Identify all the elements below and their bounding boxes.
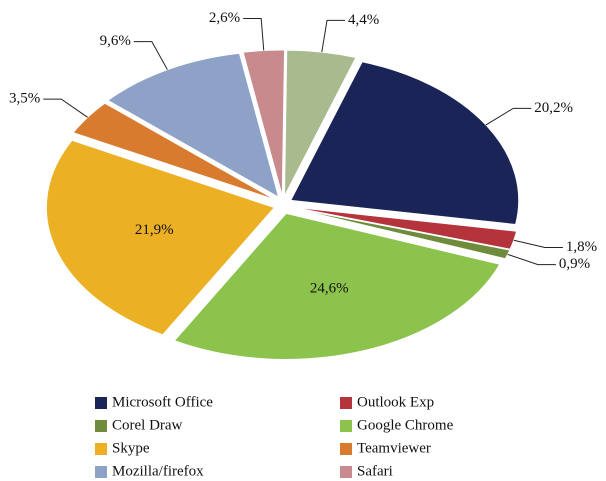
- legend-swatch: [340, 443, 352, 455]
- data-label: 4,4%: [348, 12, 379, 28]
- leader-line: [507, 253, 556, 266]
- legend-label: Google Chrome: [357, 417, 454, 433]
- legend-swatch: [340, 420, 352, 432]
- pie-slice: [45, 139, 276, 336]
- pie-slice: [173, 212, 501, 360]
- legend-swatch: [340, 466, 352, 478]
- leader-line: [133, 41, 168, 70]
- data-label: 24,6%: [310, 280, 349, 296]
- legend-label: Skype: [112, 440, 150, 456]
- legend-label: Safari: [357, 463, 393, 479]
- legend-label: Teamviewer: [357, 440, 431, 456]
- legend-label: Corel Draw: [112, 417, 183, 433]
- pie-slice: [283, 49, 357, 197]
- leader-line: [43, 98, 88, 118]
- legend-label: Microsoft Office: [112, 394, 213, 410]
- data-label: 1,8%: [566, 239, 597, 255]
- leader-line: [321, 19, 346, 53]
- data-label: 9,6%: [100, 33, 131, 49]
- pie-slice: [291, 206, 518, 250]
- data-label: 20,2%: [534, 100, 573, 116]
- data-label: 2,6%: [209, 10, 240, 26]
- leader-line: [485, 107, 532, 126]
- pie-slice: [289, 61, 520, 226]
- legend-label: Outlook Exp: [357, 394, 434, 410]
- legend-swatch: [340, 397, 352, 409]
- legend-swatch: [95, 443, 107, 455]
- pie-slice: [106, 52, 280, 199]
- leader-line: [243, 17, 265, 51]
- legend-swatch: [95, 466, 107, 478]
- leader-line: [513, 239, 563, 249]
- data-label: 0,9%: [559, 256, 590, 272]
- data-label: 3,5%: [9, 91, 40, 107]
- data-label: 21,9%: [135, 222, 174, 238]
- legend-label: Mozilla/firefox: [112, 463, 204, 479]
- legend-swatch: [95, 420, 107, 432]
- legend-swatch: [95, 397, 107, 409]
- pie-slice: [72, 102, 276, 201]
